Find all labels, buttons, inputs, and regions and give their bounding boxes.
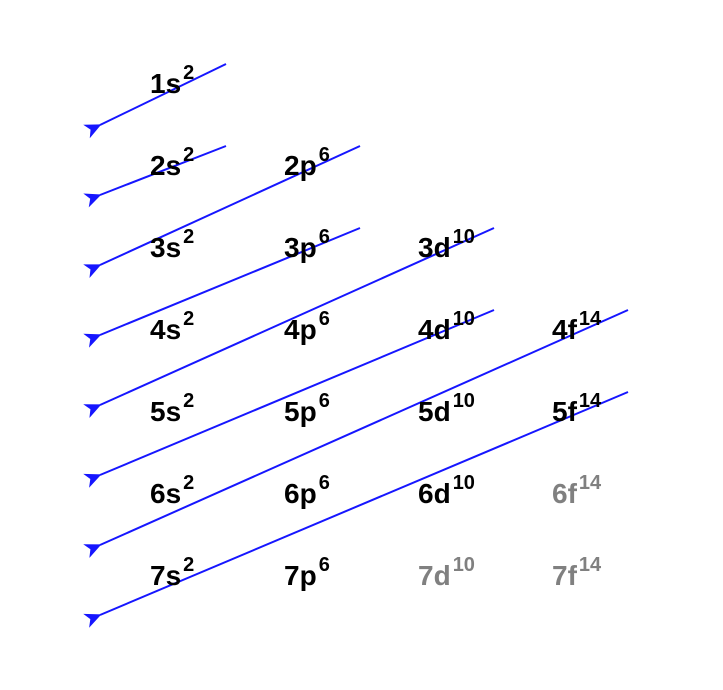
orbital-base: 4d (418, 314, 451, 345)
orbital-superscript: 10 (453, 554, 475, 576)
orbital-6s: 6s2 (150, 480, 194, 508)
orbital-7f: 7f14 (552, 562, 601, 590)
orbital-base: 6f (552, 478, 577, 509)
orbital-superscript: 14 (579, 554, 601, 576)
orbital-7d: 7d10 (418, 562, 475, 590)
orbital-base: 3s (150, 232, 181, 263)
orbital-7p: 7p6 (284, 562, 330, 590)
orbital-superscript: 10 (453, 472, 475, 494)
orbital-base: 5d (418, 396, 451, 427)
orbital-5s: 5s2 (150, 398, 194, 426)
orbital-base: 4s (150, 314, 181, 345)
orbital-6f: 6f14 (552, 480, 601, 508)
orbital-base: 7s (150, 560, 181, 591)
orbital-4p: 4p6 (284, 316, 330, 344)
orbital-superscript: 2 (183, 472, 194, 494)
orbital-superscript: 10 (453, 226, 475, 248)
orbital-base: 5p (284, 396, 317, 427)
orbital-base: 5s (150, 396, 181, 427)
orbital-3p: 3p6 (284, 234, 330, 262)
orbital-4f: 4f14 (552, 316, 601, 344)
orbital-base: 4f (552, 314, 577, 345)
orbital-superscript: 2 (183, 226, 194, 248)
orbital-superscript: 6 (319, 554, 330, 576)
orbital-base: 4p (284, 314, 317, 345)
aufbau-diagram: 1s22s22p63s23p63d104s24p64d104f145s25p65… (0, 0, 723, 690)
orbital-superscript: 6 (319, 226, 330, 248)
orbital-base: 7d (418, 560, 451, 591)
orbital-superscript: 6 (319, 308, 330, 330)
orbital-base: 3p (284, 232, 317, 263)
orbital-base: 3d (418, 232, 451, 263)
orbital-5p: 5p6 (284, 398, 330, 426)
orbital-base: 7p (284, 560, 317, 591)
orbital-superscript: 10 (453, 390, 475, 412)
orbital-base: 7f (552, 560, 577, 591)
orbital-2s: 2s2 (150, 152, 194, 180)
orbital-superscript: 14 (579, 390, 601, 412)
orbital-base: 5f (552, 396, 577, 427)
orbital-7s: 7s2 (150, 562, 194, 590)
orbital-superscript: 2 (183, 144, 194, 166)
orbital-superscript: 6 (319, 390, 330, 412)
orbital-superscript: 6 (319, 144, 330, 166)
orbital-superscript: 2 (183, 308, 194, 330)
orbital-superscript: 2 (183, 390, 194, 412)
orbital-superscript: 6 (319, 472, 330, 494)
orbital-base: 6p (284, 478, 317, 509)
orbital-base: 2s (150, 150, 181, 181)
orbital-3d: 3d10 (418, 234, 475, 262)
orbital-base: 6s (150, 478, 181, 509)
orbital-6d: 6d10 (418, 480, 475, 508)
orbital-3s: 3s2 (150, 234, 194, 262)
orbital-4d: 4d10 (418, 316, 475, 344)
orbital-superscript: 2 (183, 554, 194, 576)
orbital-superscript: 14 (579, 308, 601, 330)
orbital-base: 6d (418, 478, 451, 509)
orbital-5f: 5f14 (552, 398, 601, 426)
orbital-1s: 1s2 (150, 70, 194, 98)
orbital-6p: 6p6 (284, 480, 330, 508)
orbital-base: 1s (150, 68, 181, 99)
diagonal-arrow-7 (100, 310, 628, 545)
orbital-superscript: 14 (579, 472, 601, 494)
arrow-layer (0, 0, 723, 690)
orbital-5d: 5d10 (418, 398, 475, 426)
orbital-2p: 2p6 (284, 152, 330, 180)
orbital-superscript: 10 (453, 308, 475, 330)
orbital-4s: 4s2 (150, 316, 194, 344)
orbital-base: 2p (284, 150, 317, 181)
orbital-superscript: 2 (183, 62, 194, 84)
